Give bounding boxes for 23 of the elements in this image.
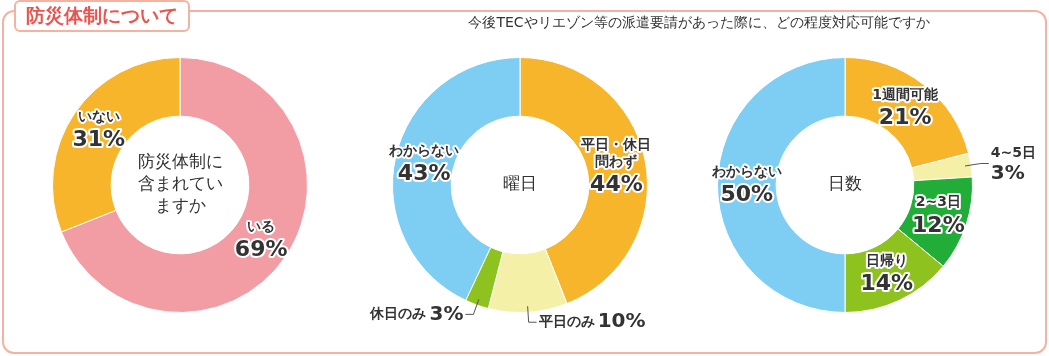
slice-label: 休日のみ bbox=[369, 305, 427, 322]
data-label: 43% bbox=[397, 159, 451, 185]
text: 今後TECやリエゾン等の派遣要請があった際に、どの程度対応可能ですか bbox=[467, 14, 931, 32]
data-label: 21% bbox=[878, 103, 932, 129]
data-label: 31% bbox=[72, 126, 126, 152]
slice-label: いない bbox=[77, 107, 120, 124]
data-label: 10% bbox=[597, 308, 646, 333]
text: 防災体制に含まれていますか bbox=[137, 151, 223, 216]
data-label: 14% bbox=[860, 270, 914, 296]
data-label: 50% bbox=[720, 181, 774, 207]
data-label: 3% bbox=[429, 300, 464, 325]
slice-label: 4~5日 bbox=[990, 144, 1037, 161]
data-label: 3% bbox=[990, 159, 1025, 184]
data-label: 69% bbox=[234, 236, 288, 262]
slice-label: 平日のみ bbox=[537, 312, 595, 329]
text: 曜日 bbox=[503, 173, 537, 194]
data-label: 12% bbox=[912, 211, 965, 237]
text: 日数 bbox=[828, 173, 862, 194]
data-label: 44% bbox=[590, 171, 643, 197]
slice-label: いる bbox=[247, 218, 276, 235]
chart-title: 防災体制について bbox=[14, 0, 190, 32]
slice-label: 2~3日 bbox=[915, 193, 961, 210]
slice-label: 日帰り bbox=[865, 251, 908, 268]
